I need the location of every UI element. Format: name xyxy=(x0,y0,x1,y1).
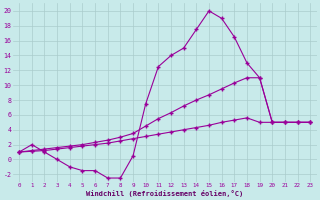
X-axis label: Windchill (Refroidissement éolien,°C): Windchill (Refroidissement éolien,°C) xyxy=(86,190,243,197)
